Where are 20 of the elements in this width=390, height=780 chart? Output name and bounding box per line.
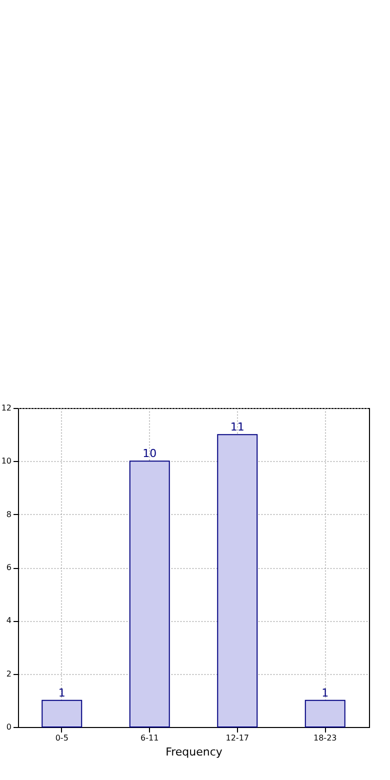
- y-tick-label: 8: [6, 510, 12, 519]
- y-tick-label: 6: [6, 563, 12, 572]
- x-axis-title: Frequency: [166, 746, 223, 758]
- y-tick-label: 4: [6, 616, 12, 626]
- bar: [42, 700, 82, 728]
- x-tick-label: 18-23: [314, 734, 337, 742]
- x-tick-label: 12-17: [226, 734, 249, 742]
- data-label: 1: [58, 686, 66, 700]
- y-tick-label: 0: [6, 722, 12, 732]
- bar: [217, 434, 258, 728]
- x-tick-label: 6-11: [140, 734, 159, 742]
- bar: [129, 460, 170, 728]
- bar: [304, 700, 346, 728]
- data-label: 10: [142, 447, 157, 460]
- x-tick-label: 0-5: [55, 734, 68, 742]
- y-tick-label: 2: [6, 669, 12, 678]
- data-label: 1: [322, 686, 329, 700]
- data-label: 11: [230, 420, 244, 434]
- y-tick-label: 12: [1, 404, 12, 412]
- y-tick-label: 10: [1, 456, 12, 466]
